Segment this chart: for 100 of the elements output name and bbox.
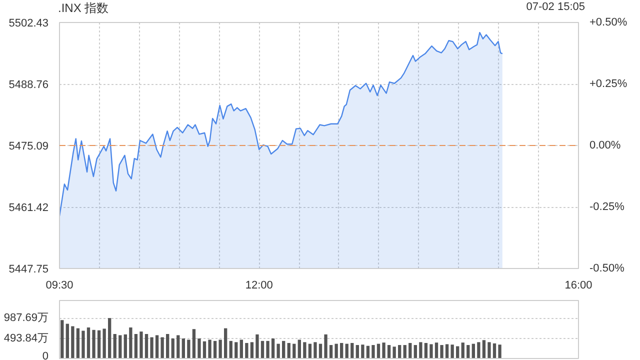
bar [445, 344, 449, 358]
y-tick-label: 5502.43 [8, 18, 49, 30]
bar [140, 332, 143, 358]
bar [372, 345, 375, 358]
bar [398, 345, 402, 358]
bar [71, 326, 74, 358]
bar [266, 340, 270, 358]
bar [202, 341, 206, 358]
bar [376, 344, 380, 358]
bar [303, 342, 306, 358]
bar [456, 346, 460, 358]
bar [108, 318, 112, 358]
bar [492, 343, 496, 358]
bar [113, 334, 116, 358]
bar [182, 338, 185, 358]
bar [350, 342, 354, 358]
bar [408, 342, 412, 358]
bar [144, 334, 148, 358]
bar [150, 337, 154, 358]
text: 07-02 15:05 [526, 0, 585, 15]
bar [287, 342, 290, 358]
bar [76, 328, 80, 358]
bar [329, 345, 333, 358]
x-tick-label: 12:00 [245, 280, 273, 292]
bar [334, 344, 338, 358]
y-tick-label: 5475.09 [8, 140, 49, 152]
bar [240, 340, 243, 358]
y2-tick-label: -0.25% [590, 201, 625, 213]
y-tick-label: 0 [42, 350, 49, 360]
bar [345, 344, 348, 358]
bar [129, 327, 132, 358]
bar [461, 342, 464, 358]
bar [245, 342, 248, 358]
bar [82, 330, 85, 358]
bar [224, 328, 228, 358]
bar [256, 334, 259, 358]
bar [366, 346, 370, 358]
bar [308, 344, 312, 358]
bar [466, 345, 470, 358]
bar [356, 345, 359, 358]
bar [387, 345, 391, 358]
bar [187, 340, 190, 358]
bar [198, 338, 201, 358]
bar [403, 345, 406, 358]
bar [282, 340, 286, 358]
bar [208, 340, 212, 358]
bar [166, 334, 170, 358]
y-tick-label: 5461.42 [8, 202, 49, 214]
y2-tick-label: +0.50% [590, 16, 628, 28]
bar [176, 335, 180, 358]
chart-title: .INX 指数 [58, 0, 109, 17]
bar [314, 342, 317, 358]
bar [419, 342, 422, 358]
y-tick-label: 987.69万 [4, 312, 49, 324]
bar [134, 334, 138, 358]
bar [324, 334, 328, 358]
y-tick-label: 493.84万 [4, 332, 49, 344]
bar [482, 340, 486, 358]
bar [260, 340, 264, 358]
bar [92, 330, 96, 358]
bar [477, 342, 480, 358]
bar [424, 342, 428, 358]
y2-tick-label: -0.50% [590, 262, 625, 274]
bar [60, 320, 64, 358]
bar [155, 335, 159, 358]
bar [292, 344, 296, 358]
bar [414, 345, 417, 358]
bar [218, 340, 222, 358]
bar [171, 338, 174, 358]
bar [361, 344, 364, 358]
bar [124, 334, 127, 358]
x-tick-label: 16:00 [564, 280, 592, 292]
bar [440, 345, 444, 358]
bar [160, 337, 164, 358]
bar [276, 344, 280, 358]
bar [340, 342, 344, 358]
bar [434, 342, 438, 358]
y2-tick-label: +0.25% [590, 78, 628, 90]
y-tick-label: 5488.76 [8, 79, 49, 91]
bar [229, 340, 232, 358]
bar [271, 338, 275, 358]
bar [298, 340, 301, 358]
x-tick-label: 09:30 [46, 280, 74, 292]
bar [450, 344, 454, 358]
y2-tick-label: 0.00% [590, 140, 621, 152]
bar [66, 324, 69, 358]
bar [430, 344, 433, 358]
bar [498, 344, 502, 358]
y-tick-label: 5447.75 [8, 264, 49, 276]
bar [318, 344, 322, 358]
bar [86, 327, 90, 358]
bar [472, 344, 475, 358]
bar [102, 328, 106, 358]
bar [118, 335, 122, 358]
bar [392, 346, 396, 358]
bar [234, 342, 238, 358]
bar [382, 342, 386, 358]
bar [488, 342, 491, 358]
bar [250, 342, 254, 358]
bar [192, 329, 196, 358]
